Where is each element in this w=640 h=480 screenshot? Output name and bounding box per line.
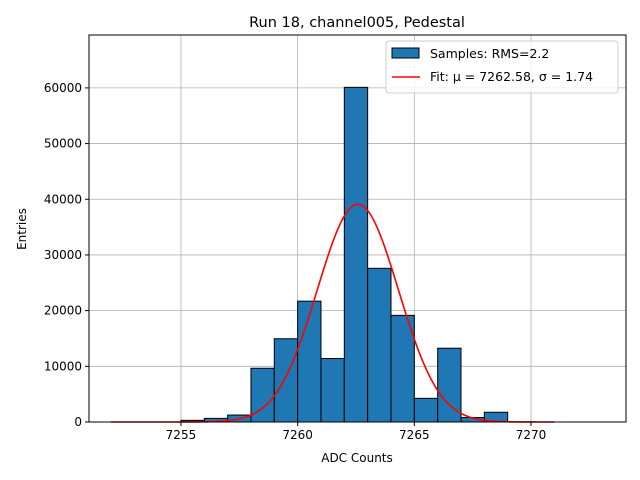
legend-patch-samples (391, 47, 420, 59)
histogram-bar (297, 300, 322, 423)
y-tick-label: 20000 (44, 304, 82, 318)
histogram-bar (273, 338, 299, 423)
x-tick-label: 7265 (399, 428, 430, 442)
y-tick-label: 0 (74, 415, 82, 429)
x-tick-label: 7270 (516, 428, 547, 442)
x-axis-label: ADC Counts (321, 451, 393, 465)
y-tick-label: 10000 (44, 359, 82, 373)
y-axis-label: Entries (15, 208, 29, 250)
x-tick-label: 7260 (282, 428, 313, 442)
legend: Samples: RMS=2.2 Fit: μ = 7262.58, σ = 1… (385, 40, 619, 94)
legend-label-samples: Samples: RMS=2.2 (430, 46, 549, 61)
y-tick-label: 40000 (44, 192, 82, 206)
legend-label-fit: Fit: μ = 7262.58, σ = 1.74 (430, 69, 593, 84)
x-tick-label: 7255 (166, 428, 197, 442)
plot-frame (88, 34, 627, 423)
histogram-bar (343, 86, 369, 423)
ticks: 7255 7260 7265 7270 0 10000 20000 30000 40000 500… (44, 81, 546, 442)
histogram-bar (367, 267, 392, 423)
bars (180, 86, 509, 423)
y-tick-label: 60000 (44, 81, 82, 95)
histogram-bar (320, 358, 345, 423)
y-tick-label: 30000 (44, 248, 82, 262)
legend-box (385, 40, 619, 94)
chart-title: Run 18, channel005, Pedestal (249, 15, 465, 31)
histogram-bar (413, 397, 439, 423)
y-tick-label: 50000 (44, 137, 82, 151)
